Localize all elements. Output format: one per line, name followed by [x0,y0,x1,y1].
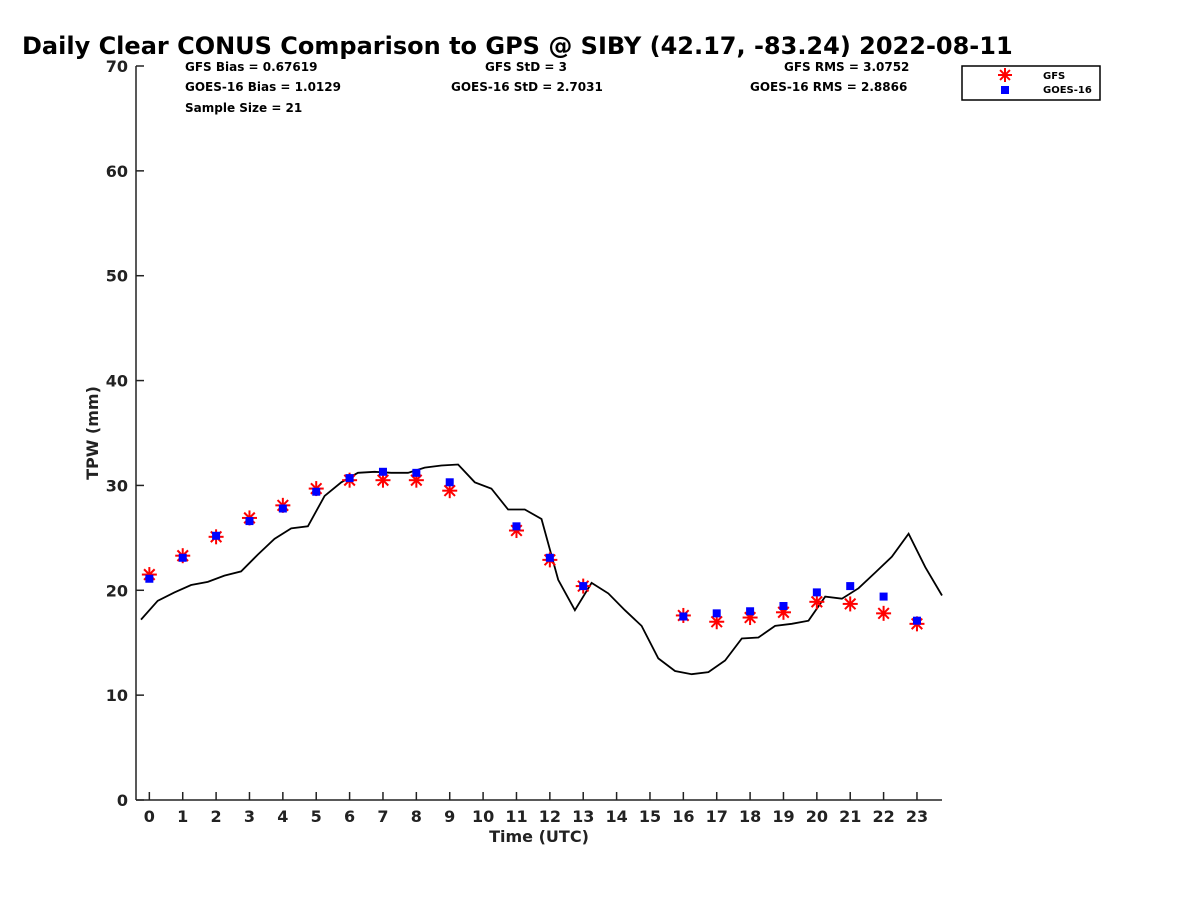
goes-point [345,474,354,483]
x-tick-label: 13 [572,807,594,826]
x-tick-label: 2 [211,807,222,826]
x-tick-label: 16 [672,807,694,826]
legend-gfs-label: GFS [1043,71,1065,82]
y-tick-label: 10 [106,686,128,705]
x-tick-label: 5 [311,807,322,826]
goes-point [579,582,588,591]
goes-point [846,582,855,591]
x-tick-label: 23 [906,807,928,826]
stat-gfs-rms: GFS RMS = 3.0752 [784,60,909,74]
legend: GFS GOES-16 [961,65,1101,101]
stat-goes-rms: GOES-16 RMS = 2.8866 [750,80,907,94]
x-tick-label: 4 [277,807,288,826]
goes-point [145,574,154,583]
x-tick-label: 21 [839,807,861,826]
y-tick-label: 40 [106,372,128,391]
gfs-point [876,605,892,621]
x-tick-label: 11 [505,807,527,826]
gps-series-line [140,463,943,676]
legend-gfs-asterisk [998,68,1012,82]
chart-title: Daily Clear CONUS Comparison to GPS @ SI… [22,32,1013,60]
x-tick-label: 8 [411,807,422,826]
stat-goes-bias: GOES-16 Bias = 1.0129 [185,80,341,94]
y-tick-label: 20 [106,581,128,600]
goes-point [212,531,221,540]
goes-point [178,553,187,562]
x-tick-label: 9 [444,807,455,826]
goes-point [378,467,387,476]
x-tick-label: 12 [539,807,561,826]
stat-sample-size: Sample Size = 21 [185,101,302,115]
x-tick-label: 1 [177,807,188,826]
stat-gfs-std: GFS StD = 3 [485,60,567,74]
x-tick-label: 17 [706,807,728,826]
x-tick-label: 15 [639,807,661,826]
stat-gfs-bias: GFS Bias = 0.67619 [185,60,317,74]
y-tick-label: 70 [106,57,128,76]
goes-point [912,616,921,625]
goes-point [245,517,254,526]
goes-point [412,468,421,477]
goes-point [278,504,287,513]
y-tick-label: 60 [106,162,128,181]
y-tick-label: 30 [106,476,128,495]
goes-point [779,602,788,611]
legend-box [961,65,1101,101]
goes-point [545,553,554,562]
goes-point [746,607,755,616]
stat-goes-std: GOES-16 StD = 2.7031 [451,80,603,94]
goes-point [312,487,321,496]
x-tick-label: 3 [244,807,255,826]
x-tick-label: 0 [144,807,155,826]
gfs-point [809,594,825,610]
legend-gfs-marker [998,68,1012,82]
stats-block: GFS Bias = 0.67619 GOES-16 Bias = 1.0129… [185,60,909,115]
legend-goes-marker [1001,86,1009,94]
goes-point [445,478,454,487]
goes-point [812,588,821,597]
x-tick-label: 10 [472,807,494,826]
legend-goes-label: GOES-16 [1043,85,1092,96]
goes-point [879,592,888,601]
y-axis-label: TPW (mm) [83,386,102,480]
gfs-point [842,596,858,612]
y-tick-label: 50 [106,267,128,286]
goes-point [679,612,688,621]
x-tick-label: 18 [739,807,761,826]
x-tick-label: 7 [377,807,388,826]
x-tick-label: 6 [344,807,355,826]
x-tick-label: 14 [605,807,627,826]
y-tick-label: 0 [117,791,128,810]
goes-point [512,522,521,531]
goes-point [712,609,721,618]
x-axis-label: Time (UTC) [489,827,589,846]
x-tick-label: 19 [772,807,794,826]
x-tick-label: 22 [872,807,894,826]
x-tick-label: 20 [806,807,828,826]
